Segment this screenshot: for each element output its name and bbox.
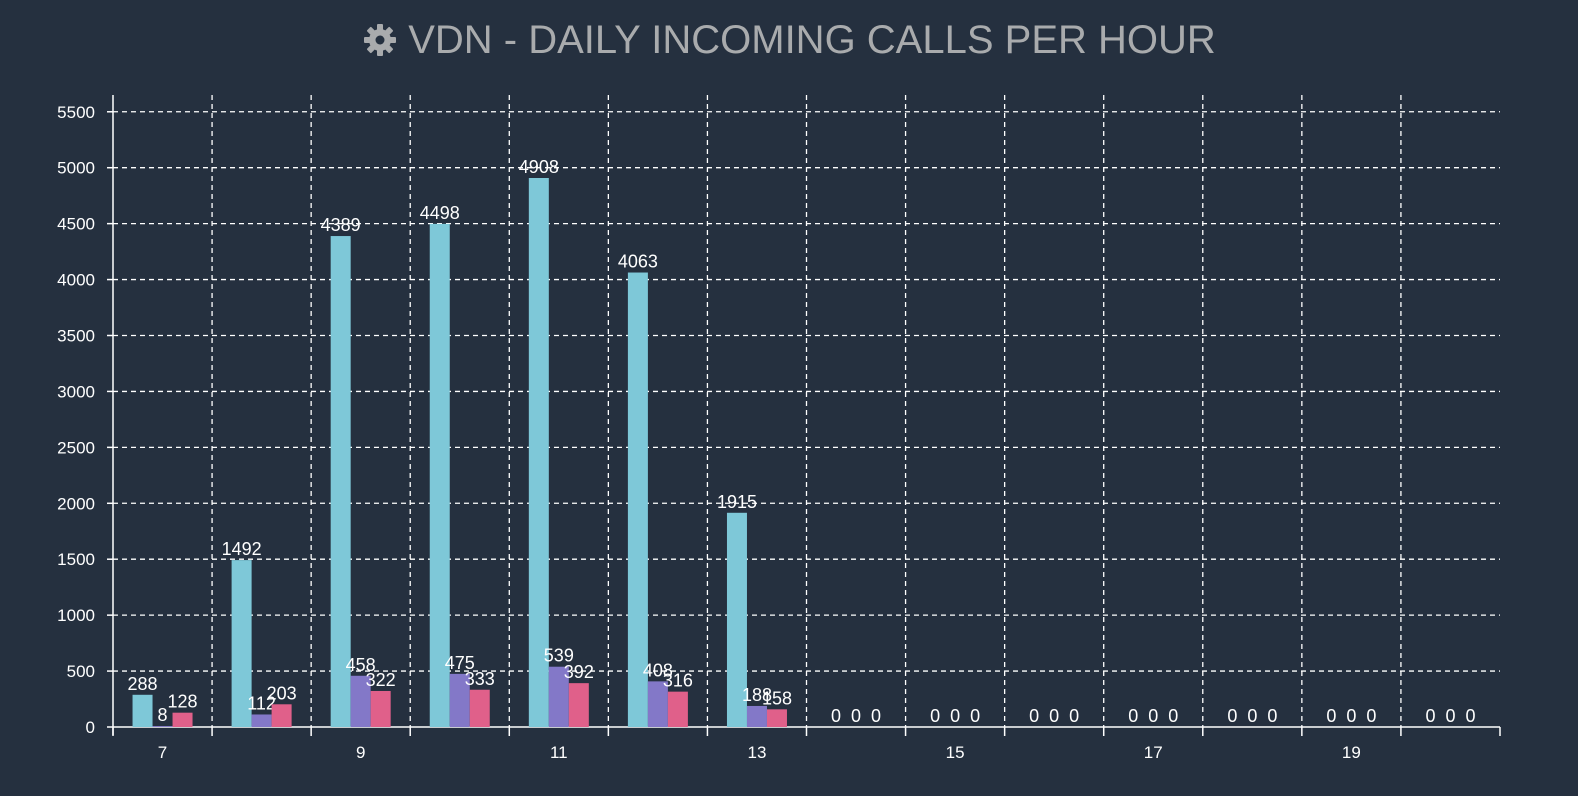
bar[interactable] xyxy=(251,714,272,727)
bar[interactable] xyxy=(231,560,252,727)
data-label: 408 xyxy=(643,660,673,680)
data-label: 0 xyxy=(831,706,841,726)
x-tick-label: 19 xyxy=(1342,743,1361,762)
data-label: 188 xyxy=(742,685,772,705)
data-label: 0 xyxy=(1168,706,1178,726)
data-label: 392 xyxy=(564,662,594,682)
data-label: 0 xyxy=(1128,706,1138,726)
data-label: 0 xyxy=(1069,706,1079,726)
bar[interactable] xyxy=(667,691,688,727)
data-label: 0 xyxy=(970,706,980,726)
data-label: 475 xyxy=(445,653,475,673)
data-label: 4908 xyxy=(519,157,559,177)
bar[interactable] xyxy=(330,236,351,727)
data-label: 539 xyxy=(544,646,574,666)
data-label: 1492 xyxy=(222,539,262,559)
data-label: 0 xyxy=(950,706,960,726)
data-label: 0 xyxy=(1267,706,1277,726)
data-label: 0 xyxy=(1425,706,1435,726)
x-tick-label: 17 xyxy=(1144,743,1163,762)
y-tick-label: 1500 xyxy=(57,550,95,569)
bar[interactable] xyxy=(172,712,193,727)
data-label: 0 xyxy=(1148,706,1158,726)
y-tick-label: 2500 xyxy=(57,438,95,457)
bar[interactable] xyxy=(746,705,767,727)
x-tick-label: 15 xyxy=(946,743,965,762)
gear-icon xyxy=(364,24,397,56)
data-label: 0 xyxy=(851,706,861,726)
bar[interactable] xyxy=(647,681,668,727)
bar[interactable] xyxy=(469,689,490,727)
data-label: 0 xyxy=(1445,706,1455,726)
data-label: 316 xyxy=(663,671,693,691)
data-label: 458 xyxy=(346,655,376,675)
data-label: 0 xyxy=(871,706,881,726)
data-label: 0 xyxy=(1049,706,1059,726)
bar[interactable] xyxy=(627,272,648,727)
y-tick-label: 2000 xyxy=(57,494,95,513)
bar[interactable] xyxy=(132,694,153,727)
data-label: 333 xyxy=(465,669,495,689)
data-label: 0 xyxy=(930,706,940,726)
data-label: 128 xyxy=(168,692,198,712)
y-tick-label: 4500 xyxy=(57,215,95,234)
data-label: 4389 xyxy=(321,215,361,235)
data-label: 322 xyxy=(366,670,396,690)
y-tick-label: 5000 xyxy=(57,159,95,178)
x-tick-label: 11 xyxy=(550,743,568,762)
bar[interactable] xyxy=(726,512,747,727)
x-tick-label: 13 xyxy=(748,743,767,762)
y-tick-label: 4000 xyxy=(57,271,95,290)
data-label: 288 xyxy=(128,674,158,694)
data-label: 0 xyxy=(1326,706,1336,726)
y-tick-label: 3000 xyxy=(57,382,95,401)
y-tick-label: 3500 xyxy=(57,326,95,345)
bar[interactable] xyxy=(766,709,787,727)
bar[interactable] xyxy=(271,704,292,727)
x-tick-label: 7 xyxy=(158,743,167,762)
x-tick-label: 9 xyxy=(356,743,365,762)
bar[interactable] xyxy=(548,666,569,727)
bar[interactable] xyxy=(528,177,549,728)
chart-title-bar: VDN - DAILY INCOMING CALLS PER HOUR xyxy=(0,12,1578,68)
y-tick-label: 0 xyxy=(86,718,95,737)
bar[interactable] xyxy=(350,675,371,727)
chart-title: VDN - DAILY INCOMING CALLS PER HOUR xyxy=(408,17,1216,62)
data-label: 0 xyxy=(1366,706,1376,726)
y-tick-label: 5500 xyxy=(57,103,95,122)
bar[interactable] xyxy=(152,726,173,727)
bar[interactable] xyxy=(449,673,470,727)
data-label: 4498 xyxy=(420,203,460,223)
data-label: 4063 xyxy=(618,252,658,272)
y-tick-label: 500 xyxy=(67,662,95,681)
data-label: 0 xyxy=(1346,706,1356,726)
data-label: 0 xyxy=(1247,706,1257,726)
data-label: 0 xyxy=(1227,706,1237,726)
bar[interactable] xyxy=(568,683,589,727)
bar[interactable] xyxy=(429,223,450,727)
data-label: 0 xyxy=(1029,706,1039,726)
bar[interactable] xyxy=(370,690,391,727)
data-label: 158 xyxy=(762,688,792,708)
y-tick-label: 1000 xyxy=(57,606,95,625)
data-label: 112 xyxy=(247,693,276,713)
data-label: 8 xyxy=(158,705,168,725)
data-label: 1915 xyxy=(717,492,757,512)
data-label: 203 xyxy=(267,683,297,703)
data-label: 0 xyxy=(1465,706,1475,726)
